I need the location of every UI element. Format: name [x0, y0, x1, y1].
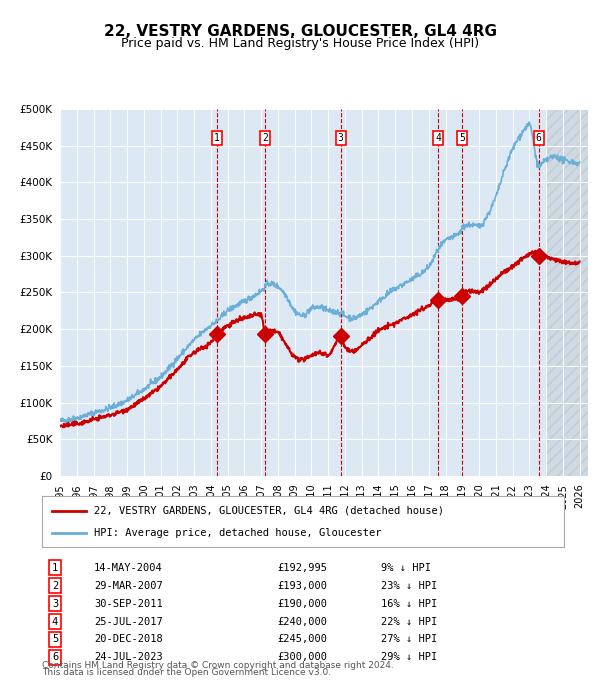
Text: 27% ↓ HPI: 27% ↓ HPI [382, 634, 437, 645]
Text: 30-SEP-2011: 30-SEP-2011 [94, 598, 163, 609]
Text: 4: 4 [435, 133, 441, 143]
Text: This data is licensed under the Open Government Licence v3.0.: This data is licensed under the Open Gov… [42, 668, 331, 677]
Text: 6: 6 [536, 133, 542, 143]
Text: 25-JUL-2017: 25-JUL-2017 [94, 617, 163, 626]
Text: 1: 1 [214, 133, 220, 143]
Text: 29-MAR-2007: 29-MAR-2007 [94, 581, 163, 591]
Text: £300,000: £300,000 [277, 652, 327, 662]
Text: 23% ↓ HPI: 23% ↓ HPI [382, 581, 437, 591]
Text: 29% ↓ HPI: 29% ↓ HPI [382, 652, 437, 662]
Text: HPI: Average price, detached house, Gloucester: HPI: Average price, detached house, Glou… [94, 528, 382, 538]
Text: 6: 6 [52, 652, 58, 662]
Text: 22, VESTRY GARDENS, GLOUCESTER, GL4 4RG: 22, VESTRY GARDENS, GLOUCESTER, GL4 4RG [104, 24, 497, 39]
Text: £190,000: £190,000 [277, 598, 327, 609]
Text: 2: 2 [52, 581, 58, 591]
Text: 22% ↓ HPI: 22% ↓ HPI [382, 617, 437, 626]
Bar [546, 109, 588, 476]
Text: 20-DEC-2018: 20-DEC-2018 [94, 634, 163, 645]
Text: Contains HM Land Registry data © Crown copyright and database right 2024.: Contains HM Land Registry data © Crown c… [42, 661, 394, 670]
Text: 3: 3 [338, 133, 344, 143]
Text: 9% ↓ HPI: 9% ↓ HPI [382, 562, 431, 573]
Text: £245,000: £245,000 [277, 634, 327, 645]
Text: 16% ↓ HPI: 16% ↓ HPI [382, 598, 437, 609]
Text: £192,995: £192,995 [277, 562, 327, 573]
Text: 24-JUL-2023: 24-JUL-2023 [94, 652, 163, 662]
Text: 5: 5 [52, 634, 58, 645]
Text: £240,000: £240,000 [277, 617, 327, 626]
Text: 4: 4 [52, 617, 58, 626]
Text: 22, VESTRY GARDENS, GLOUCESTER, GL4 4RG (detached house): 22, VESTRY GARDENS, GLOUCESTER, GL4 4RG … [94, 506, 444, 515]
Text: 3: 3 [52, 598, 58, 609]
Text: £193,000: £193,000 [277, 581, 327, 591]
Text: 5: 5 [459, 133, 465, 143]
Text: 1: 1 [52, 562, 58, 573]
Text: 14-MAY-2004: 14-MAY-2004 [94, 562, 163, 573]
Text: Price paid vs. HM Land Registry's House Price Index (HPI): Price paid vs. HM Land Registry's House … [121, 37, 479, 50]
Text: 2: 2 [262, 133, 268, 143]
